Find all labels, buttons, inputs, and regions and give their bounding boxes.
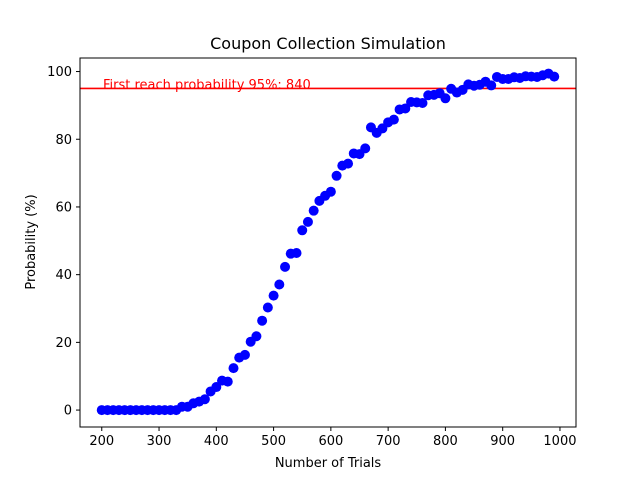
data-point [360, 143, 371, 154]
x-tick-label: 900 [490, 434, 515, 449]
x-axis-label: Number of Trials [275, 456, 382, 471]
data-point [302, 216, 313, 227]
x-tick-label: 300 [147, 434, 172, 449]
y-axis-ticks: 0 20 40 60 80 100 [47, 65, 80, 419]
x-tick-label: 700 [376, 434, 401, 449]
reference-line-label: First reach probability 95%: 840 [103, 78, 311, 93]
data-point [228, 363, 239, 374]
data-point [388, 114, 399, 125]
data-point [222, 376, 233, 387]
data-point [308, 205, 319, 216]
data-point [331, 170, 342, 181]
y-tick-label: 20 [55, 336, 72, 351]
x-tick-label: 800 [433, 434, 458, 449]
x-tick-label: 500 [261, 434, 286, 449]
data-point [280, 261, 291, 272]
y-tick-label: 60 [55, 200, 72, 215]
data-point [297, 225, 308, 236]
data-point [199, 394, 210, 405]
data-point [211, 382, 222, 393]
data-points-layer [96, 68, 560, 416]
data-point [325, 186, 336, 197]
data-point [268, 290, 279, 301]
y-axis-label: Probability (%) [24, 194, 39, 289]
y-tick-label: 0 [64, 404, 72, 419]
x-tick-label: 1000 [543, 434, 576, 449]
data-point [549, 71, 560, 82]
x-tick-label: 400 [204, 434, 229, 449]
data-point [440, 93, 451, 104]
x-tick-label: 600 [318, 434, 343, 449]
x-tick-label: 200 [89, 434, 114, 449]
data-point [291, 247, 302, 258]
data-point [274, 279, 285, 290]
data-point [400, 103, 411, 114]
plot-frame [79, 57, 577, 428]
data-point [239, 349, 250, 360]
data-point [343, 158, 354, 169]
data-point [251, 331, 262, 342]
chart-title: Coupon Collection Simulation [210, 34, 446, 53]
x-axis-ticks: 200 300 400 500 600 700 800 900 1000 [89, 427, 577, 449]
data-point [257, 315, 268, 326]
data-point [486, 80, 497, 91]
y-tick-label: 100 [47, 65, 72, 80]
data-point [262, 302, 273, 313]
y-tick-label: 40 [55, 268, 72, 283]
y-tick-label: 80 [55, 133, 72, 148]
data-point [417, 98, 428, 109]
